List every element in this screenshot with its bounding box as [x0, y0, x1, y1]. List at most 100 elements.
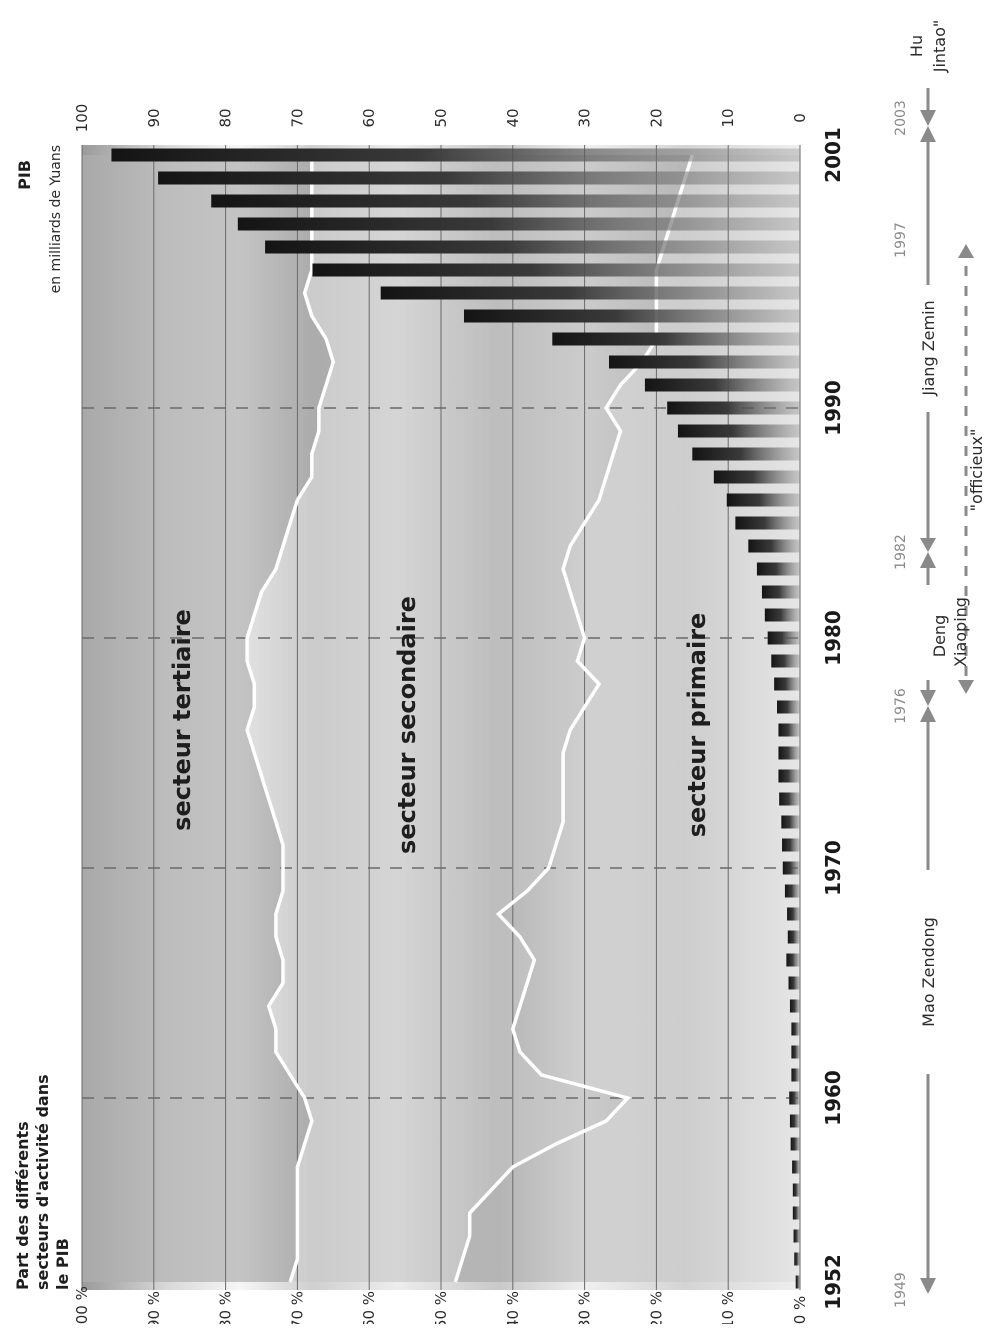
- gdp-bar-1955: [792, 1206, 800, 1220]
- gdp-bar-1974: [778, 769, 800, 783]
- gdp-tick-70: 70: [288, 108, 306, 127]
- percent-tick-80: 80 %: [217, 1291, 235, 1324]
- gdp-bar-1973: [779, 792, 800, 806]
- gdp-bar-1990: [667, 401, 800, 415]
- gdp-tick-90: 90: [145, 108, 163, 127]
- gdp-bar-1983: [756, 562, 800, 576]
- gdp-bar-2000: [158, 171, 800, 185]
- gdp-bar-1969: [784, 884, 800, 898]
- gdp-subtitle: en milliards de Yuans: [48, 145, 64, 293]
- gdp-bar-1992: [609, 355, 800, 369]
- gdp-bar-1957: [792, 1160, 800, 1174]
- percent-axis-ticks: 0 % 10 % 20 % 30 % 40 % 50 % 60 % 70 % 80 % 90 % 1…: [73, 1286, 809, 1329]
- leader-xiaoping: Xiaoping: [951, 597, 970, 667]
- leader-jintao: Jintao": [930, 20, 949, 74]
- gdp-bar-1998: [237, 217, 800, 231]
- gdp-bars: [111, 148, 801, 1289]
- gdp-bar-1987: [713, 470, 800, 484]
- percent-tick-10: 10 %: [719, 1291, 737, 1324]
- year-label-1980: 1980: [821, 610, 845, 666]
- chart-title-line-2: secteurs d'activité dans: [33, 1074, 52, 1290]
- gdp-tick-10: 10: [719, 108, 737, 127]
- percent-tick-100: 100 %: [73, 1286, 91, 1324]
- sector-label-primary: secteur primaire: [683, 613, 711, 838]
- percent-tick-50: 50 %: [432, 1291, 450, 1324]
- percent-tick-30: 30 %: [576, 1291, 594, 1324]
- chart-title-line-1: Part des différents: [13, 1121, 32, 1290]
- percent-tick-90: 90 %: [145, 1291, 163, 1324]
- year-label-1990: 1990: [821, 380, 845, 436]
- timeline-year-1997: 1997: [893, 222, 909, 258]
- gdp-bar-1988: [692, 447, 800, 461]
- timeline-year-1982: 1982: [893, 534, 909, 570]
- gdp-tick-0: 0: [791, 113, 809, 123]
- gdp-bar-1980: [767, 631, 800, 645]
- gdp-bar-1981: [764, 608, 800, 622]
- gdp-bar-1953: [794, 1252, 800, 1266]
- tertiary-boundary-line: [245, 155, 336, 1283]
- percent-tick-0: 0 %: [791, 1296, 809, 1324]
- gdp-tick-80: 80: [217, 108, 235, 127]
- gdp-bar-1959: [789, 1114, 800, 1128]
- leader-timeline: 1949 1976 1982 1997 2003 Mao Zendong Den…: [893, 20, 986, 1308]
- leader-hu: Hu: [907, 35, 926, 57]
- gdp-bar-1991: [644, 378, 800, 392]
- gdp-bar-1999: [211, 194, 801, 208]
- gdp-tick-50: 50: [432, 108, 450, 127]
- gdp-title: PIB: [15, 160, 34, 190]
- gdp-bar-1996: [312, 263, 800, 277]
- gdp-bar-1963: [791, 1022, 800, 1036]
- timeline-year-1976: 1976: [893, 688, 909, 724]
- percent-tick-60: 60 %: [360, 1291, 378, 1324]
- gdp-bar-2001: [111, 148, 801, 162]
- gdp-bar-1979: [771, 654, 800, 668]
- timeline-year-1949: 1949: [893, 1272, 909, 1308]
- gdp-bar-1976: [778, 723, 800, 737]
- gdp-bar-1995: [380, 286, 800, 300]
- gdp-bar-1954: [793, 1229, 800, 1243]
- decade-dashed-lines: [82, 407, 800, 1099]
- gdp-bar-1958: [790, 1137, 800, 1151]
- gdp-bar-1985: [735, 516, 800, 530]
- grid-lines: [81, 145, 801, 1290]
- gdp-bar-1977: [777, 700, 800, 714]
- gdp-bar-1978: [774, 677, 800, 691]
- gdp-bar-1968: [787, 907, 800, 921]
- leader-jiang: Jiang Zemin: [919, 300, 938, 396]
- gdp-bar-1960: [789, 1091, 800, 1105]
- gdp-bar-1972: [781, 815, 800, 829]
- gdp-bar-1994: [463, 309, 800, 323]
- gdp-bar-1993: [552, 332, 800, 346]
- secondary-sector-area: [247, 155, 693, 1282]
- percent-tick-70: 70 %: [288, 1291, 306, 1324]
- gdp-axis-ticks: 0 10 20 30 40 50 60 70 80 90 100: [73, 104, 809, 133]
- gdp-bar-1962: [791, 1045, 800, 1059]
- gdp-tick-40: 40: [504, 108, 522, 127]
- sector-label-tertiary: secteur tertiaire: [168, 609, 196, 831]
- percent-tick-40: 40 %: [504, 1291, 522, 1324]
- year-label-1960: 1960: [821, 1070, 845, 1126]
- chart-title: Part des différents secteurs d'activité d…: [13, 1074, 72, 1290]
- gdp-bar-1952: [795, 1275, 800, 1289]
- gdp-tick-20: 20: [647, 108, 665, 127]
- gdp-bar-1964: [789, 999, 800, 1013]
- gdp-bar-1967: [787, 930, 800, 944]
- year-label-2001: 2001: [821, 127, 845, 183]
- timeline-year-2003: 2003: [893, 100, 909, 136]
- year-labels: 1952 1960 1970 1980 1990 2001: [821, 127, 845, 1310]
- gdp-bar-1970: [782, 861, 800, 875]
- leader-mao: Mao Zendong: [919, 917, 938, 1027]
- year-label-1970: 1970: [821, 840, 845, 896]
- gdp-bar-1997: [265, 240, 801, 254]
- gdp-bar-1966: [786, 953, 800, 967]
- gdp-bar-1961: [791, 1068, 800, 1082]
- gdp-bar-1975: [778, 746, 800, 760]
- gdp-tick-30: 30: [576, 108, 594, 127]
- sector-label-secondary: secteur secondaire: [393, 596, 421, 854]
- gdp-bar-1965: [788, 976, 800, 990]
- chart-title-line-3: le PIB: [53, 1238, 72, 1290]
- gdp-tick-100: 100: [73, 104, 91, 133]
- gdp-bar-1971: [782, 838, 800, 852]
